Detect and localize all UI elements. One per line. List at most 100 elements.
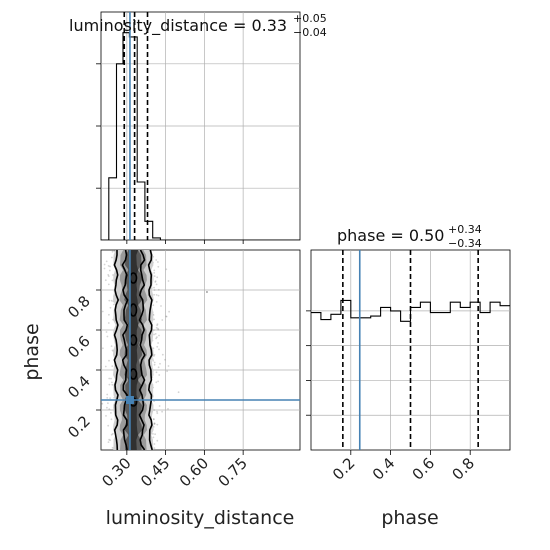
scatter-point bbox=[157, 327, 159, 330]
scatter-point bbox=[168, 310, 171, 313]
scatter-point bbox=[111, 256, 113, 259]
scatter-point bbox=[156, 324, 159, 327]
scatter-point bbox=[153, 275, 156, 277]
scatter-point bbox=[106, 393, 109, 396]
tick-label-luminosity-distance: 0.30 bbox=[98, 454, 134, 490]
scatter-point bbox=[101, 310, 104, 313]
tick-label-phase-x: 0.8 bbox=[448, 454, 478, 484]
scatter-point bbox=[154, 333, 157, 335]
scatter-point bbox=[152, 359, 155, 362]
scatter-point bbox=[94, 349, 96, 351]
title-luminosity-distance-plus: +0.05 bbox=[293, 12, 327, 25]
scatter-point bbox=[160, 305, 162, 307]
scatter-point bbox=[108, 269, 111, 272]
scatter-point bbox=[155, 326, 158, 329]
scatter-point bbox=[104, 279, 107, 282]
scatter-point bbox=[108, 299, 111, 302]
scatter-point bbox=[164, 358, 166, 361]
tick-label-luminosity-distance: 0.60 bbox=[176, 454, 212, 490]
scatter-point bbox=[107, 283, 110, 286]
scatter-point bbox=[107, 275, 110, 277]
scatter-point bbox=[101, 448, 103, 450]
scatter-point bbox=[109, 306, 112, 309]
scatter-point bbox=[155, 337, 158, 340]
scatter-point bbox=[153, 353, 156, 356]
scatter-point bbox=[157, 288, 160, 291]
scatter-point bbox=[161, 410, 164, 413]
scatter-point bbox=[158, 334, 160, 337]
scatter-point bbox=[167, 280, 170, 282]
scatter-point bbox=[158, 348, 160, 351]
scatter-point bbox=[109, 397, 111, 399]
scatter-point bbox=[153, 443, 156, 445]
scatter-point bbox=[157, 265, 160, 268]
scatter-point bbox=[103, 263, 106, 266]
scatter-point bbox=[104, 365, 107, 368]
scatter-point bbox=[155, 381, 158, 384]
luminosity-distance-histogram bbox=[101, 32, 300, 240]
scatter-point bbox=[157, 328, 160, 331]
scatter-point bbox=[110, 345, 113, 347]
contour-outer-left bbox=[113, 250, 120, 450]
tick-label-phase-x: 0.6 bbox=[409, 454, 439, 484]
contour-inner-left bbox=[121, 250, 129, 450]
scatter-point bbox=[103, 267, 106, 270]
scatter-point bbox=[105, 260, 108, 263]
scatter-point bbox=[157, 294, 160, 297]
scatter-point bbox=[152, 436, 155, 439]
scatter-point bbox=[107, 322, 110, 324]
scatter-point bbox=[101, 309, 102, 311]
scatter-point bbox=[156, 336, 158, 338]
x-axis-label-phase: phase bbox=[381, 507, 438, 529]
scatter-point bbox=[154, 281, 157, 283]
scatter-point bbox=[154, 433, 157, 436]
scatter-point bbox=[167, 408, 169, 410]
scatter-point bbox=[106, 397, 109, 399]
truth-lines bbox=[101, 12, 361, 450]
scatter-point bbox=[108, 438, 110, 441]
scatter-point bbox=[105, 331, 108, 333]
scatter-point bbox=[107, 265, 110, 267]
title-luminosity-distance: luminosity_distance = 0.33 bbox=[69, 16, 287, 36]
scatter-point bbox=[155, 301, 158, 303]
x-axis-label-luminosity-distance: luminosity_distance bbox=[106, 507, 295, 529]
scatter-point bbox=[158, 405, 161, 407]
scatter-point bbox=[106, 406, 108, 409]
scatter-point bbox=[161, 319, 164, 321]
tick-label-phase-x: 0.4 bbox=[369, 454, 399, 484]
scatter-point bbox=[112, 303, 115, 306]
scatter-point bbox=[107, 274, 110, 276]
scatter-point bbox=[111, 349, 114, 352]
scatter-point bbox=[166, 370, 169, 373]
tick-label-luminosity-distance: 0.45 bbox=[137, 454, 173, 490]
scatter-point bbox=[152, 347, 155, 350]
scatter-point bbox=[153, 363, 156, 366]
scatter-point bbox=[152, 329, 155, 332]
scatter-point bbox=[153, 286, 155, 289]
contour-lines bbox=[113, 250, 153, 450]
scatter-point bbox=[153, 269, 156, 272]
scatter-point bbox=[156, 412, 159, 415]
scatter-point bbox=[111, 446, 114, 449]
scatter-point bbox=[108, 313, 110, 316]
scatter-point bbox=[157, 342, 160, 344]
scatter-point bbox=[105, 415, 107, 417]
scatter-point bbox=[153, 355, 155, 357]
scatter-point bbox=[110, 412, 112, 414]
scatter-point bbox=[101, 364, 102, 366]
tick-marks bbox=[96, 63, 471, 455]
scatter-point bbox=[106, 335, 109, 338]
scatter-point bbox=[152, 304, 155, 307]
scatter-point bbox=[110, 377, 112, 380]
scatter-point bbox=[153, 422, 156, 425]
y-axis-label-phase: phase bbox=[21, 323, 43, 380]
scatter-point bbox=[153, 318, 156, 321]
scatter-point bbox=[152, 418, 155, 421]
scatter-point bbox=[153, 409, 156, 411]
scatter-point bbox=[108, 377, 111, 380]
scatter-point bbox=[155, 283, 158, 286]
scatter-point bbox=[177, 391, 180, 394]
scatter-point bbox=[111, 365, 114, 367]
scatter-point bbox=[157, 380, 160, 383]
